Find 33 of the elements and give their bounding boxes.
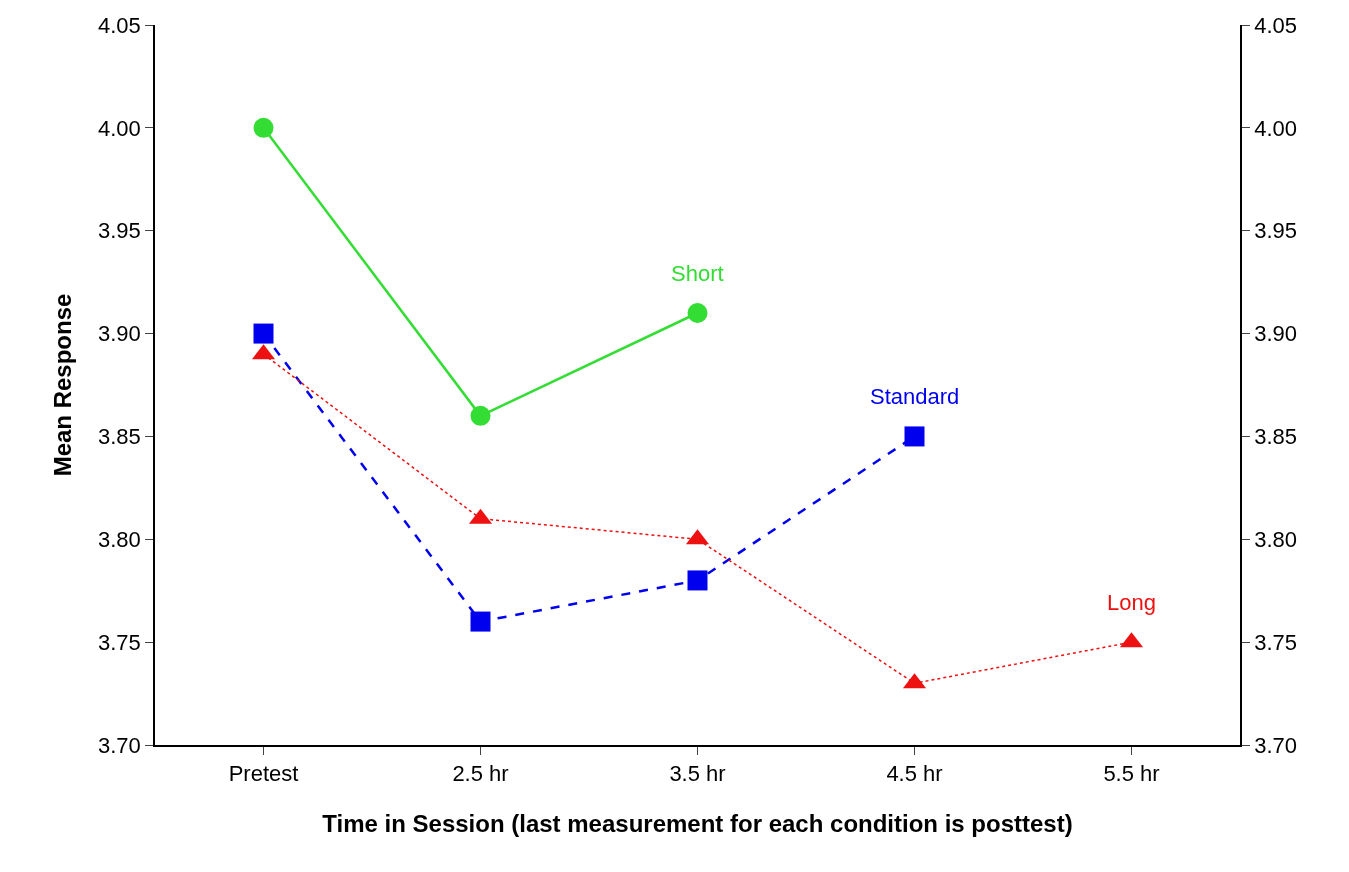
- y2-tick-label: 4.05: [1254, 12, 1297, 38]
- y2-tick-label: 3.80: [1254, 526, 1297, 552]
- x-tick-label: 3.5 hr: [669, 761, 726, 787]
- y-tick-label: 3.90: [98, 321, 141, 347]
- point: [470, 405, 491, 426]
- y2-tick-label: 4.00: [1254, 115, 1297, 141]
- series-label: Long: [1107, 590, 1156, 615]
- y2-tick-label: 3.75: [1254, 629, 1297, 655]
- x-tick-label: 4.5 hr: [886, 761, 943, 787]
- y-tick-label: 3.95: [98, 218, 141, 244]
- series-label: Short: [671, 261, 724, 286]
- y-tick-label: 3.85: [98, 424, 141, 450]
- point: [904, 426, 925, 447]
- point: [687, 570, 708, 591]
- point: [253, 117, 274, 138]
- point: [470, 611, 491, 632]
- y-tick-label: 3.75: [98, 629, 141, 655]
- y-axis-title: Mean Response: [48, 293, 76, 477]
- x-tick-label: Pretest: [228, 761, 299, 787]
- y-tick-label: 3.70: [98, 732, 141, 758]
- y2-tick-label: 3.90: [1254, 321, 1297, 347]
- x-axis-title: Time in Session (last measurement for each condition is posttest): [322, 809, 1073, 837]
- y2-tick-label: 3.85: [1254, 424, 1297, 450]
- x-tick-label: 2.5 hr: [452, 761, 509, 787]
- point: [687, 303, 708, 323]
- y-tick-label: 3.80: [98, 526, 141, 552]
- x-tick-label: 5.5 hr: [1103, 761, 1160, 787]
- y2-tick-label: 3.95: [1254, 218, 1297, 244]
- y-tick-label: 4.05: [98, 12, 141, 38]
- point: [253, 323, 274, 344]
- y-tick-label: 4.00: [98, 115, 141, 141]
- series-label: Standard: [870, 384, 960, 409]
- y2-tick-label: 3.70: [1254, 732, 1297, 758]
